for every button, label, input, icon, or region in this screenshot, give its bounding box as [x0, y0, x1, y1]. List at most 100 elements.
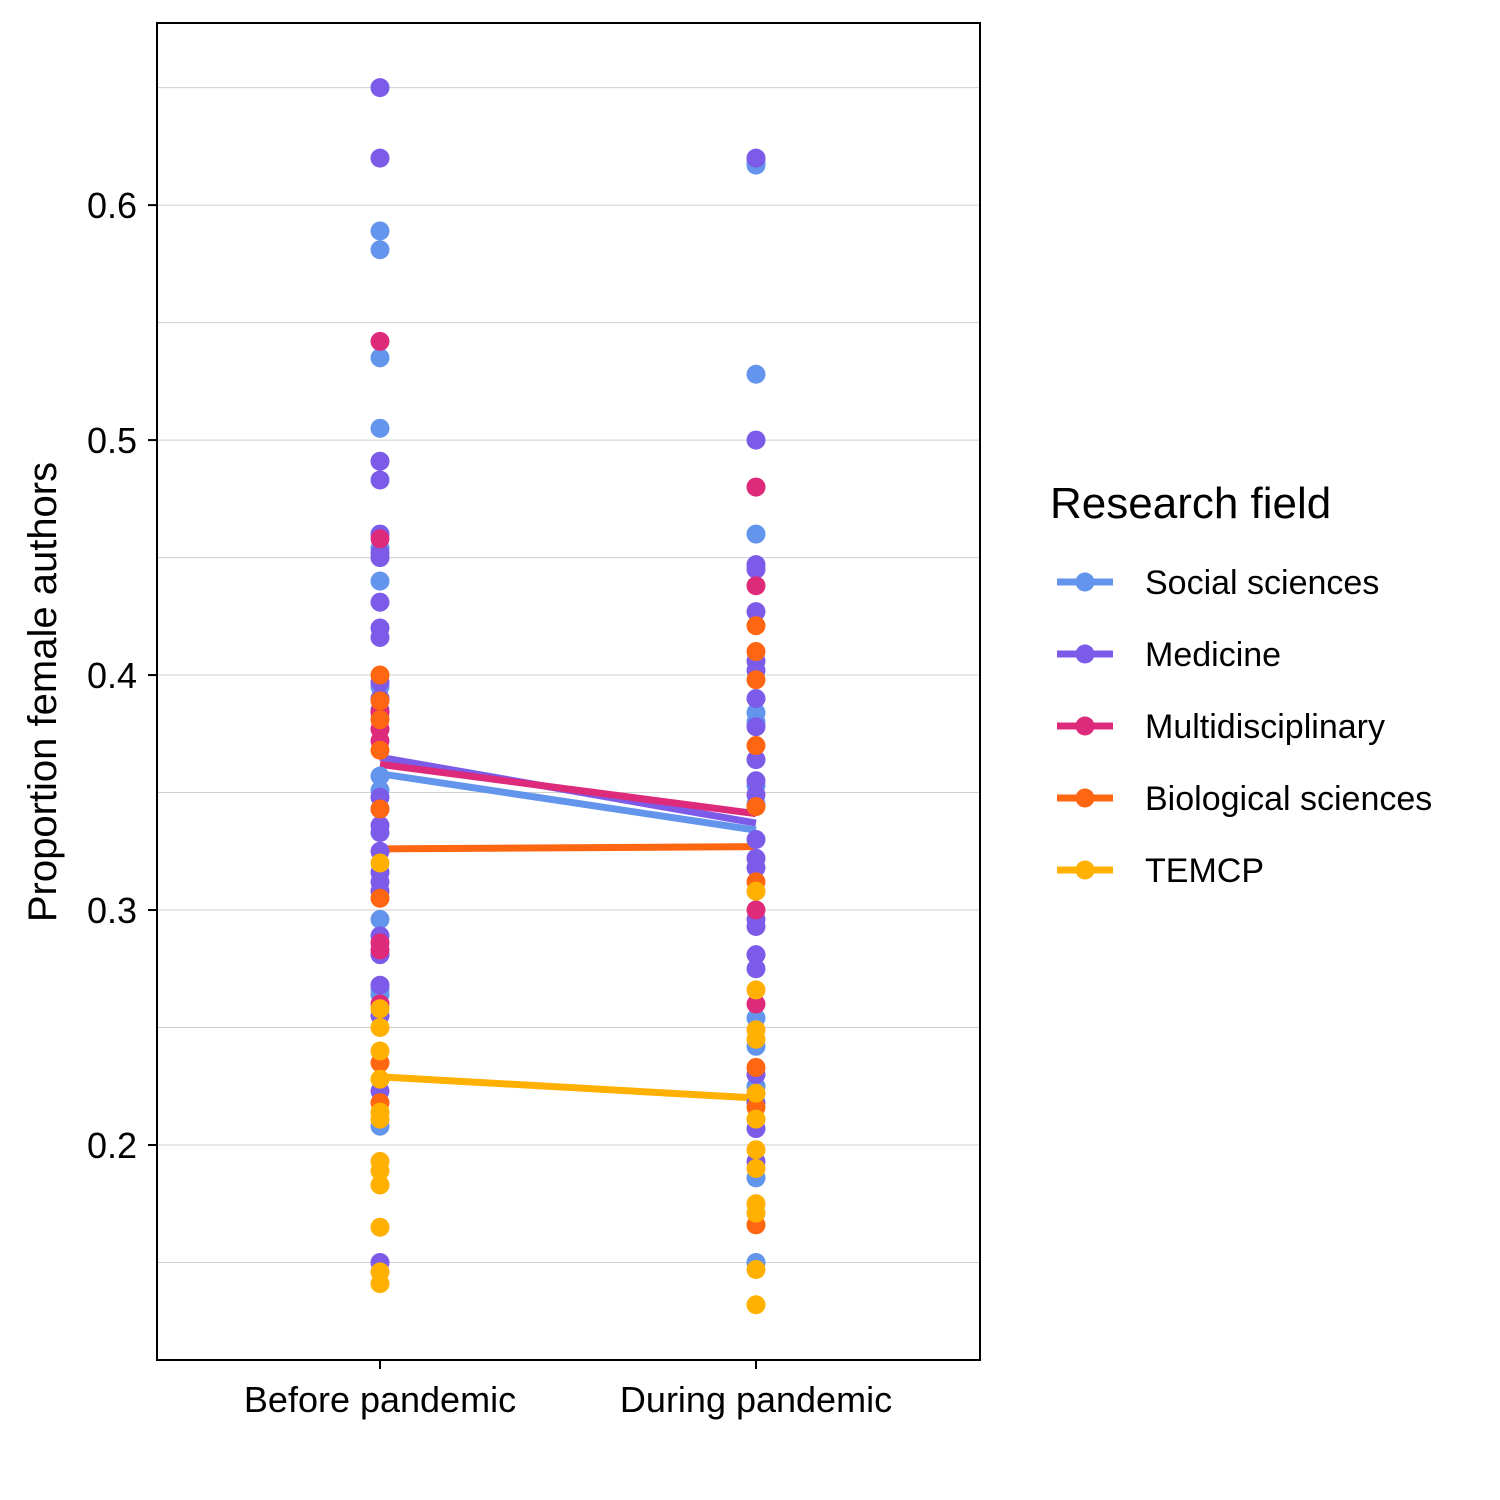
mean-line [379, 843, 757, 853]
data-point [370, 691, 390, 711]
data-point [746, 1158, 766, 1178]
data-point [746, 670, 766, 690]
legend: Social sciences Medicine Multidisciplinary… [1057, 564, 1432, 890]
data-point [370, 1175, 390, 1195]
data-point [746, 576, 766, 596]
y-tick-label: 0.4 [87, 655, 137, 696]
data-point [370, 999, 390, 1019]
data-point [746, 750, 766, 770]
y-axis-title: Proportion female authors [21, 462, 65, 922]
x-tick-label: Before pandemic [244, 1379, 516, 1420]
series-mean-lines [379, 753, 757, 1102]
data-point [746, 524, 766, 544]
data-point [746, 980, 766, 1000]
data-point [746, 477, 766, 497]
legend-title: Research field [1050, 479, 1331, 528]
data-point [746, 559, 766, 579]
x-tick-label: During pandemic [620, 1379, 892, 1420]
data-point [746, 602, 766, 622]
mean-line [379, 770, 757, 834]
data-point [370, 451, 390, 471]
mean-line [379, 1073, 757, 1102]
data-point [370, 1161, 390, 1181]
axes: 0.2 0.3 0.4 0.5 0.6 Before pandemic During pan… [87, 185, 892, 1420]
data-point [370, 221, 390, 241]
data-point [370, 78, 390, 98]
data-point [370, 1069, 390, 1089]
data-point [746, 430, 766, 450]
data-point [370, 1217, 390, 1237]
data-point [370, 665, 390, 685]
data-points [370, 78, 766, 1315]
data-point [746, 689, 766, 709]
data-point [370, 418, 390, 438]
data-point [746, 1109, 766, 1129]
data-point [370, 740, 390, 760]
data-point [746, 959, 766, 979]
data-point [370, 822, 390, 842]
data-point [370, 529, 390, 549]
legend-key-point [1075, 644, 1095, 664]
data-point [746, 830, 766, 850]
data-point [746, 916, 766, 936]
legend-key-point [1075, 788, 1095, 808]
y-tick-label: 0.6 [87, 185, 137, 226]
data-point [370, 766, 390, 786]
data-point [746, 858, 766, 878]
data-point [370, 909, 390, 929]
data-point [746, 148, 766, 168]
data-point [746, 900, 766, 920]
data-point [746, 1260, 766, 1280]
data-point [746, 771, 766, 791]
legend-label: TEMCP [1145, 852, 1264, 890]
data-point [370, 240, 390, 260]
plot-panel-border [156, 22, 981, 1361]
data-point [370, 940, 390, 960]
legend-label: Social sciences [1145, 564, 1379, 602]
data-point [746, 642, 766, 662]
data-point [370, 348, 390, 368]
data-point [370, 592, 390, 612]
legend-label: Multidisciplinary [1145, 708, 1385, 746]
data-point [746, 717, 766, 737]
legend-label: Medicine [1145, 636, 1281, 674]
legend-key-point [1075, 716, 1095, 736]
data-point [370, 1018, 390, 1038]
data-point [370, 331, 390, 351]
data-point [370, 548, 390, 568]
legend-key-point [1075, 860, 1095, 880]
data-point [746, 616, 766, 636]
data-point [746, 881, 766, 901]
legend-label: Biological sciences [1145, 780, 1432, 818]
data-point [370, 1041, 390, 1061]
data-point [370, 710, 390, 730]
data-point [746, 1057, 766, 1077]
data-point [746, 1140, 766, 1160]
legend-key-point [1075, 572, 1095, 592]
data-point [746, 364, 766, 384]
data-point [746, 994, 766, 1014]
data-point [746, 1083, 766, 1103]
data-point [746, 797, 766, 817]
y-tick-label: 0.3 [87, 890, 137, 931]
y-tick-label: 0.5 [87, 420, 137, 461]
data-point [746, 1295, 766, 1315]
data-point [370, 1274, 390, 1294]
data-point [746, 1029, 766, 1049]
data-point [370, 853, 390, 873]
gridlines [157, 87, 980, 1263]
data-point [746, 1203, 766, 1223]
y-tick-label: 0.2 [87, 1125, 137, 1166]
data-point [746, 945, 766, 965]
data-point [370, 627, 390, 647]
data-point [370, 975, 390, 995]
data-point [370, 1109, 390, 1129]
data-point [746, 736, 766, 756]
mean-line [379, 760, 757, 818]
data-point [370, 148, 390, 168]
data-point [370, 470, 390, 490]
data-point [370, 799, 390, 819]
data-point [370, 888, 390, 908]
data-point [370, 571, 390, 591]
